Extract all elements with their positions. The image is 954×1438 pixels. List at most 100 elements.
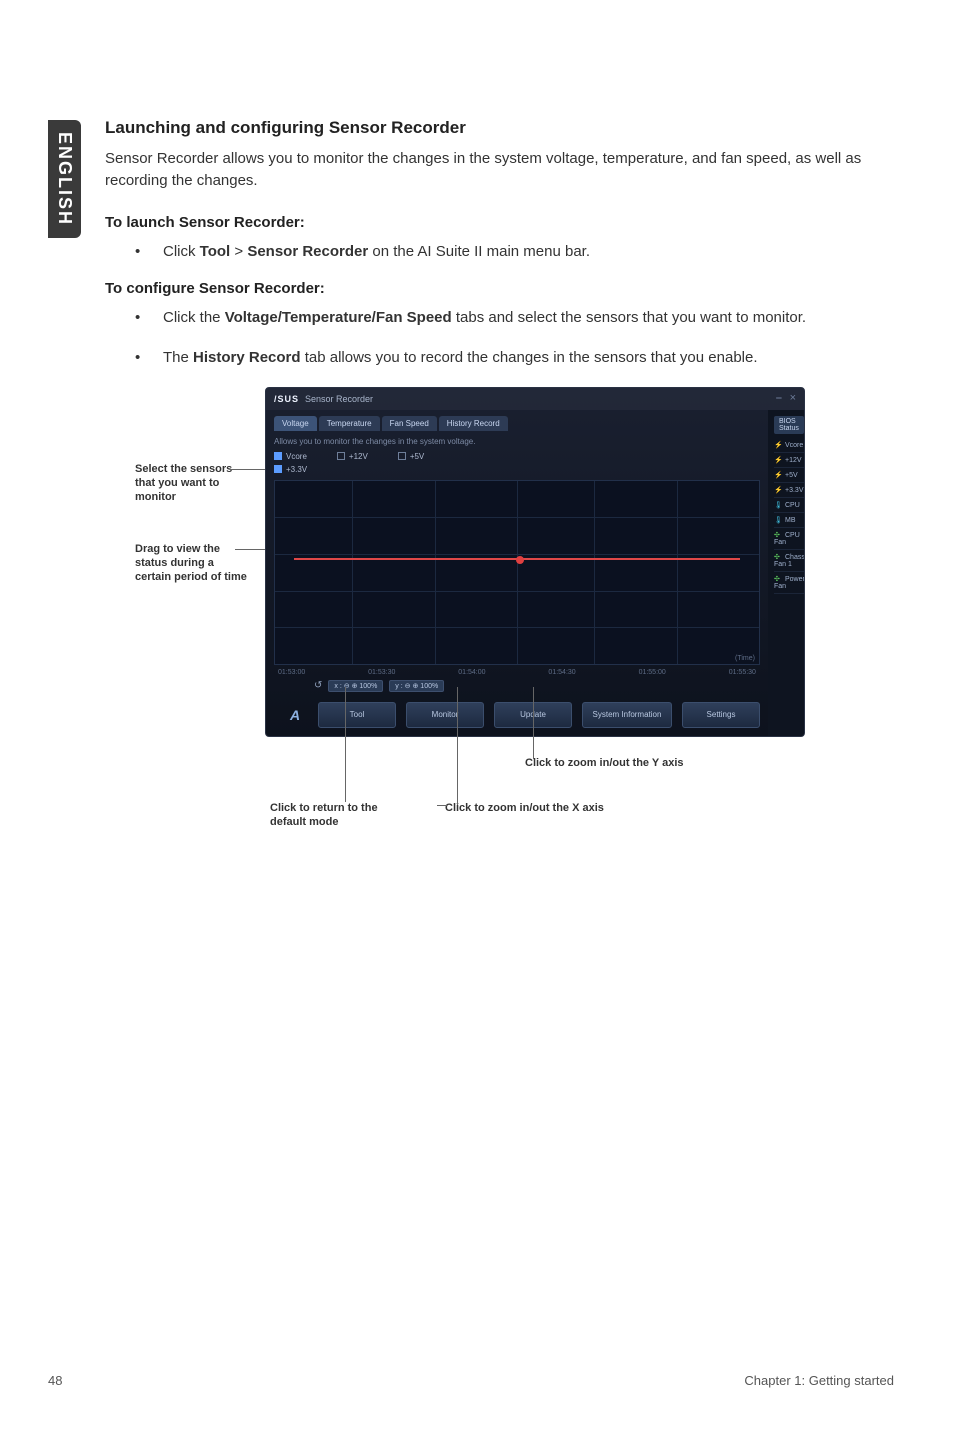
titlebar-left: /SUS Sensor Recorder xyxy=(274,394,373,404)
stat-label: Vcore xyxy=(785,442,803,449)
gridline xyxy=(677,481,678,664)
sensor-side-panel: BIOS Status Sensor ⚡Vcore1.052 V ⚡+12V12… xyxy=(768,410,805,736)
callout-line xyxy=(345,687,346,802)
sensor-tabs: Voltage Temperature Fan Speed History Re… xyxy=(274,416,760,431)
fan-icon: ✣ xyxy=(774,553,782,561)
intro-paragraph: Sensor Recorder allows you to monitor th… xyxy=(105,148,895,192)
tab-description: Allows you to monitor the changes in the… xyxy=(274,437,760,446)
time-axis-label: (Time) xyxy=(735,655,755,662)
launch-subheading: To launch Sensor Recorder: xyxy=(105,214,895,231)
check-p5v[interactable]: +5V xyxy=(398,452,424,461)
time-tick: 01:54:00 xyxy=(458,669,485,676)
bios-status-button[interactable]: BIOS Status xyxy=(774,416,804,434)
asus-logo: /SUS xyxy=(274,394,299,404)
chapter-label: Chapter 1: Getting started xyxy=(744,1373,894,1388)
configure-bullet-1-text: Click the Voltage/Temperature/Fan Speed … xyxy=(163,307,895,329)
callout-return-default: Click to return to the default mode xyxy=(270,802,410,830)
configure-bullet-2: • The History Record tab allows you to r… xyxy=(105,347,895,369)
check-label: +3.3V xyxy=(286,465,307,474)
zoom-controls: ↺ x : ⊖ ⊕ 100% y : ⊖ ⊕ 100% xyxy=(314,680,760,692)
checkbox-icon xyxy=(337,452,345,460)
checkbox-icon xyxy=(274,465,282,473)
settings-button[interactable]: Settings xyxy=(682,702,760,728)
time-axis-ticks: 01:53:00 01:53:30 01:54:00 01:54:30 01:5… xyxy=(274,669,760,676)
zoom-in-icon[interactable]: ⊕ xyxy=(352,683,358,690)
zoom-y-label: y : xyxy=(395,683,404,690)
launch-bullet-text: Click Tool > Sensor Recorder on the AI S… xyxy=(163,241,895,263)
tab-fan-speed[interactable]: Fan Speed xyxy=(382,416,437,431)
checkbox-icon xyxy=(398,452,406,460)
check-label: Vcore xyxy=(286,452,307,461)
configure-bullet-1: • Click the Voltage/Temperature/Fan Spee… xyxy=(105,307,895,329)
bullet-marker: • xyxy=(135,241,163,263)
ai-suite-logo-icon: A xyxy=(282,702,308,728)
main-panel: Voltage Temperature Fan Speed History Re… xyxy=(266,410,768,736)
page-footer: 48 Chapter 1: Getting started xyxy=(48,1373,894,1388)
stat-row: ✣CPU Fan1725 rpm xyxy=(774,528,805,550)
zoom-in-icon[interactable]: ⊕ xyxy=(412,683,418,690)
bottom-button-bar: A Tool Monitor Update System Information… xyxy=(274,696,760,736)
fan-icon: ✣ xyxy=(774,575,782,583)
configure-bullet-2-text: The History Record tab allows you to rec… xyxy=(163,347,895,369)
window-controls: ⎯ × xyxy=(776,392,796,405)
callout-zoom-x: Click to zoom in/out the X axis xyxy=(445,802,605,816)
tab-history-record[interactable]: History Record xyxy=(439,416,508,431)
checkbox-icon xyxy=(274,452,282,460)
tool-button[interactable]: Tool xyxy=(318,702,396,728)
thermometer-icon: 🌡 xyxy=(774,501,782,509)
stat-row: ⚡+3.3V3.376 V xyxy=(774,483,805,498)
window-body: Voltage Temperature Fan Speed History Re… xyxy=(266,410,804,736)
time-tick: 01:53:30 xyxy=(368,669,395,676)
time-tick: 01:55:30 xyxy=(729,669,756,676)
fan-icon: ✣ xyxy=(774,531,782,539)
bolt-icon: ⚡ xyxy=(774,486,782,494)
thermometer-icon: 🌡 xyxy=(774,516,782,524)
tab-temperature[interactable]: Temperature xyxy=(319,416,380,431)
zoom-y-control[interactable]: y : ⊖ ⊕ 100% xyxy=(389,680,444,692)
voltage-graph[interactable]: (Time) xyxy=(274,480,760,665)
zoom-y-value: 100% xyxy=(420,683,438,690)
gridline xyxy=(517,481,518,664)
page-number: 48 xyxy=(48,1373,62,1388)
window-title: Sensor Recorder xyxy=(305,394,373,404)
close-icon[interactable]: × xyxy=(790,392,796,405)
monitor-button[interactable]: Monitor xyxy=(406,702,484,728)
time-tick: 01:55:00 xyxy=(639,669,666,676)
text-fragment: Click the xyxy=(163,309,225,326)
stat-row: ⚡+5V5.200 V xyxy=(774,468,805,483)
bolt-icon: ⚡ xyxy=(774,471,782,479)
callout-drag-view: Drag to view the status during a certain… xyxy=(135,542,250,585)
main-content: Launching and configuring Sensor Recorde… xyxy=(105,118,895,867)
gridline xyxy=(435,481,436,664)
sensor-button[interactable]: Sensor xyxy=(804,416,805,434)
stat-row: ✣Power Fan0 rpm xyxy=(774,572,805,594)
text-fragment: > xyxy=(230,243,247,260)
check-p12v[interactable]: +12V xyxy=(337,452,368,461)
stat-row: ✣Chassis Fan 10 rpm xyxy=(774,550,805,572)
stat-row: 🌡CPU36.0 °C xyxy=(774,498,805,513)
reset-zoom-icon[interactable]: ↺ xyxy=(314,680,322,692)
zoom-x-control[interactable]: x : ⊖ ⊕ 100% xyxy=(328,680,383,692)
zoom-x-value: 100% xyxy=(359,683,377,690)
callout-line xyxy=(533,687,534,759)
callout-line xyxy=(437,805,447,806)
system-information-button[interactable]: System Information xyxy=(582,702,672,728)
history-record-label: History Record xyxy=(193,349,301,366)
minimize-icon[interactable]: ⎯ xyxy=(776,392,782,405)
configure-subheading: To configure Sensor Recorder: xyxy=(105,280,895,297)
gridline xyxy=(352,481,353,664)
zoom-out-icon[interactable]: ⊖ xyxy=(405,683,411,690)
side-panel-header: BIOS Status Sensor xyxy=(774,416,805,434)
check-vcore[interactable]: Vcore xyxy=(274,452,307,461)
check-p33v[interactable]: +3.3V xyxy=(274,465,307,474)
callout-line xyxy=(457,687,458,805)
stat-label: MB xyxy=(785,517,796,524)
tab-voltage[interactable]: Voltage xyxy=(274,416,317,431)
stat-row: 🌡MB35.0 °C xyxy=(774,513,805,528)
stat-label: +5V xyxy=(785,472,798,479)
zoom-x-label: x : xyxy=(334,683,343,690)
window-titlebar: /SUS Sensor Recorder ⎯ × xyxy=(266,388,804,410)
tool-label: Tool xyxy=(200,243,231,260)
tabs-name-label: Voltage/Temperature/Fan Speed xyxy=(225,309,452,326)
text-fragment: on the AI Suite II main menu bar. xyxy=(368,243,590,260)
